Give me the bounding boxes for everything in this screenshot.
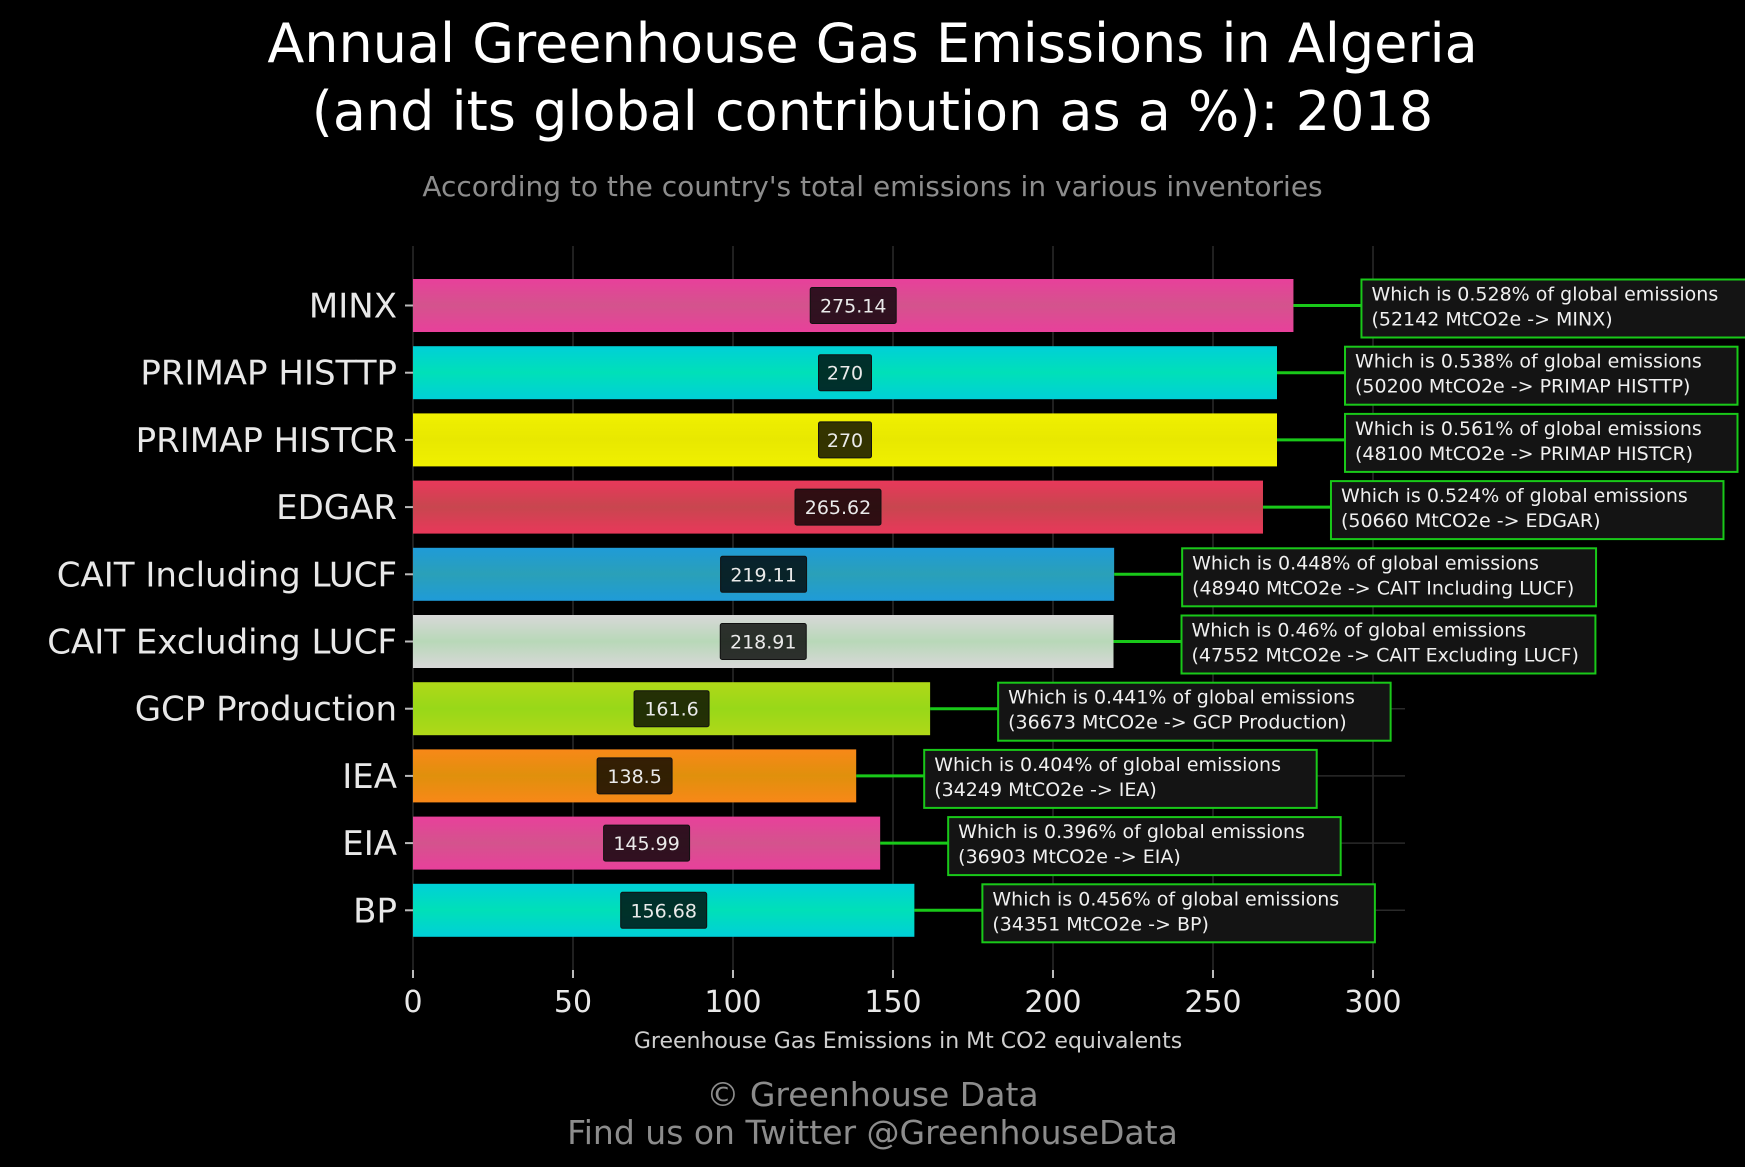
value-label: 161.6: [644, 699, 698, 721]
y-tick-label: CAIT Including LUCF: [57, 555, 397, 595]
copyright-footer: © Greenhouse Data: [706, 1075, 1039, 1114]
value-label-box: [620, 891, 708, 929]
x-tick-label: 250: [1184, 985, 1241, 1020]
x-tick-label: 150: [864, 985, 921, 1020]
value-label-box: [596, 757, 673, 795]
y-tick-label: MINX: [309, 287, 397, 327]
annotation-line-1: Which is 0.448% of global emissions: [1192, 552, 1539, 574]
chart-title-line-2: (and its global contribution as a %): 20…: [311, 80, 1434, 143]
annotation-box: [947, 816, 1342, 877]
y-tick-label: BP: [353, 891, 397, 931]
annotation-box: [981, 883, 1376, 944]
annotation-line-2: (36673 MtCO2e -> GCP Production): [1008, 712, 1347, 734]
value-label-box: [720, 555, 808, 593]
annotation-line-1: Which is 0.524% of global emissions: [1341, 485, 1688, 507]
annotation-line-1: Which is 0.396% of global emissions: [958, 821, 1305, 843]
y-tick-label: CAIT Excluding LUCF: [47, 623, 397, 663]
annotation-box: [1329, 480, 1725, 541]
value-label: 218.91: [730, 632, 796, 654]
annotation-line-1: Which is 0.561% of global emissions: [1355, 418, 1702, 440]
annotation-box: [1181, 547, 1598, 608]
annotation-line-2: (50660 MtCO2e -> EDGAR): [1341, 510, 1601, 532]
y-tick-label: PRIMAP HISTCR: [136, 421, 397, 461]
annotation-line-2: (50200 MtCO2e -> PRIMAP HISTTP): [1355, 376, 1690, 398]
x-tick-label: 300: [1344, 985, 1401, 1020]
annotation-line-2: (47552 MtCO2e -> CAIT Excluding LUCF): [1192, 645, 1579, 667]
value-label: 265.62: [805, 497, 871, 519]
x-axis-label: Greenhouse Gas Emissions in Mt CO2 equiv…: [634, 1029, 1182, 1054]
annotation-line-1: Which is 0.441% of global emissions: [1008, 687, 1355, 709]
value-label-box: [809, 287, 897, 324]
x-tick-label: 200: [1024, 985, 1081, 1020]
y-tick-label: GCP Production: [135, 690, 397, 730]
x-tick-label: 0: [403, 985, 422, 1020]
twitter-footer: Find us on Twitter @GreenhouseData: [567, 1113, 1178, 1152]
chart-subtitle: According to the country's total emissio…: [422, 170, 1323, 203]
value-label-box: [603, 824, 691, 862]
y-tick-label: IEA: [342, 757, 397, 797]
value-label: 270: [827, 363, 863, 385]
value-label: 138.5: [607, 766, 661, 788]
annotation-line-2: (34249 MtCO2e -> IEA): [934, 779, 1157, 801]
value-label-box: [794, 488, 882, 526]
value-label: 145.99: [613, 833, 679, 855]
annotation-line-2: (52142 MtCO2e -> MINX): [1371, 309, 1612, 331]
annotation-line-1: Which is 0.538% of global emissions: [1355, 351, 1702, 373]
annotation-box: [1180, 614, 1597, 675]
annotation-box: [997, 681, 1392, 742]
annotation-box: [1344, 412, 1739, 473]
value-label-box: [818, 354, 872, 392]
x-tick-label: 100: [704, 985, 761, 1020]
bars: 275.14 Which is 0.528% of global emission…: [413, 278, 1745, 944]
y-axis-labels: MINX PRIMAP HISTTP PRIMAP HISTCR EDGAR CAIT …: [47, 287, 413, 931]
x-tick-label: 50: [554, 985, 592, 1020]
value-label: 219.11: [730, 564, 796, 586]
annotation-line-2: (48100 MtCO2e -> PRIMAP HISTCR): [1355, 443, 1693, 465]
value-label-box: [818, 421, 872, 459]
value-label: 275.14: [820, 296, 886, 318]
chart-title-line-1: Annual Greenhouse Gas Emissions in Alger…: [267, 12, 1478, 75]
x-axis-ticks: 0 50 100 150 200 250 300: [403, 970, 1402, 1020]
y-tick-label: EDGAR: [276, 488, 397, 528]
annotation-line-1: Which is 0.404% of global emissions: [934, 754, 1281, 776]
annotation-box: [1344, 345, 1739, 406]
value-label: 270: [827, 430, 863, 452]
value-label: 156.68: [630, 900, 696, 922]
annotation-line-1: Which is 0.456% of global emissions: [992, 888, 1339, 910]
annotation-line-1: Which is 0.528% of global emissions: [1371, 284, 1718, 306]
annotation-line-2: (48940 MtCO2e -> CAIT Including LUCF): [1192, 577, 1574, 599]
annotation-line-2: (34351 MtCO2e -> BP): [992, 913, 1209, 935]
annotation-line-1: Which is 0.46% of global emissions: [1192, 620, 1527, 642]
y-tick-label: EIA: [342, 824, 397, 864]
value-label-box: [633, 690, 710, 728]
annotation-line-2: (36903 MtCO2e -> EIA): [958, 846, 1181, 868]
annotation-box: [1360, 278, 1745, 339]
value-label-box: [719, 623, 807, 660]
annotation-box: [923, 748, 1318, 809]
y-tick-label: PRIMAP HISTTP: [140, 354, 397, 394]
